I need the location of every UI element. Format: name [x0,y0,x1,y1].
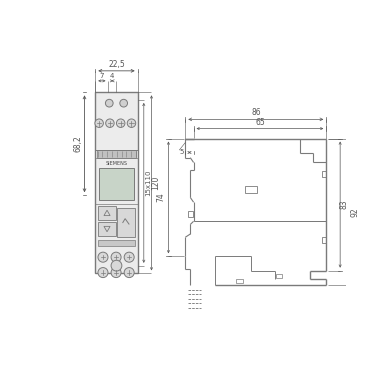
Circle shape [127,119,136,127]
Circle shape [111,260,122,271]
Bar [99,206,116,220]
Bar [236,279,243,283]
Bar [95,92,138,273]
Bar [323,171,325,177]
Bar [117,208,134,237]
Circle shape [111,268,121,278]
Circle shape [105,99,113,107]
Text: 4: 4 [110,73,114,79]
Text: 68,2: 68,2 [73,136,82,152]
Bar [97,150,136,158]
Text: 92: 92 [350,207,359,216]
Circle shape [98,268,108,278]
Text: 7: 7 [100,73,104,79]
Circle shape [124,252,134,262]
Text: 22,5: 22,5 [108,60,125,69]
Text: 83: 83 [340,200,348,209]
Circle shape [124,268,134,278]
Text: 65: 65 [255,118,265,127]
Bar [99,240,135,246]
Text: 74: 74 [156,192,166,202]
Text: 120: 120 [152,176,161,190]
Bar [323,237,325,243]
Circle shape [105,119,114,127]
Text: 5: 5 [179,149,184,156]
Bar [276,274,282,278]
Circle shape [95,119,103,127]
Bar [188,211,192,216]
Bar [99,222,116,236]
Bar [245,186,257,193]
Circle shape [120,99,127,107]
Circle shape [98,252,108,262]
Text: 86: 86 [251,108,261,117]
Text: SIEMENS: SIEMENS [105,161,127,166]
Bar [99,168,134,200]
Text: 15x110: 15x110 [146,170,151,196]
Circle shape [111,252,121,262]
Circle shape [116,119,125,127]
